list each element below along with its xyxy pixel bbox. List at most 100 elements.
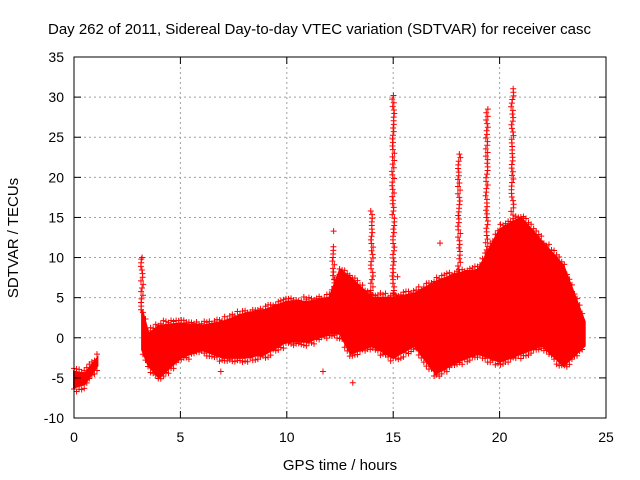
data-point [392,355,399,362]
data-point [311,340,318,347]
spike-point [456,197,463,204]
data-point [224,317,231,324]
data-point [466,265,473,272]
y-tick-label: 5 [56,290,64,306]
spike-point [483,207,490,214]
spike-point [509,107,516,114]
spike-point [389,103,396,110]
data-point [91,357,98,364]
y-tick-label: 15 [48,209,64,225]
data-point [277,297,284,304]
spike-point [484,243,491,250]
spike-point [390,99,397,106]
data-point [576,302,583,309]
spike-point [508,103,515,110]
data-point [165,370,172,377]
data-point [556,253,563,260]
data-point [354,351,361,358]
data-point [275,298,282,305]
data-point [561,261,568,268]
data-point [418,286,425,293]
data-point [326,332,333,339]
spike-point [456,151,463,158]
data-point [236,357,243,364]
data-point [451,361,458,368]
data-layer [71,85,586,395]
data-point [566,361,573,368]
data-point [574,352,581,359]
data-point [400,289,407,296]
spike-point [454,262,461,269]
spike-point [508,125,515,132]
data-point [415,352,422,359]
spike-point [370,244,377,251]
outlier-point [437,240,444,247]
data-point [505,359,512,366]
data-point [257,353,264,360]
spike-point [483,116,490,123]
data-point [400,353,407,360]
data-point [162,369,169,376]
data-point [563,271,570,278]
data-point [374,347,381,354]
x-tick-label: 25 [598,429,614,445]
data-point [298,298,305,305]
spike-point [484,218,491,225]
data-point [548,246,555,253]
data-point [579,346,586,353]
data-point [208,320,215,327]
data-point [305,294,312,301]
data-point [93,351,100,358]
spike-point [456,237,463,244]
data-point [395,292,402,299]
spike-point [484,171,491,178]
spike-point [137,277,144,284]
plot-frame [73,56,607,419]
spike-point [389,96,396,103]
data-point [492,361,499,368]
data-point [147,369,154,376]
spike-point [483,196,490,203]
data-point [170,365,177,372]
spike-point [138,266,145,273]
spike-point [367,236,374,243]
data-point [551,247,558,254]
data-point [285,295,292,302]
spike-point [391,215,398,222]
data-point [359,282,366,289]
data-point [328,333,335,340]
data-point [545,351,552,358]
spike-point [389,186,396,193]
spike-point [331,261,338,268]
data-point [522,352,529,359]
outlier-point [319,368,326,375]
data-point [423,363,430,370]
data-point [88,371,95,378]
data-point [216,358,223,365]
spike-point [389,251,396,258]
data-point [497,361,504,368]
spike-point [509,168,516,175]
spike-point [368,233,375,240]
spike-point [483,225,490,232]
data-point [270,346,277,353]
outlier-point [217,368,224,375]
spike-point [508,179,515,186]
data-point [428,365,435,372]
spike-point [329,265,336,272]
data-point [517,355,524,362]
spike-point [389,132,396,139]
x-tick-label: 5 [177,429,185,445]
outlier-point [394,273,401,280]
data-point [548,351,555,358]
spike-point [389,179,396,186]
data-point [443,368,450,375]
data-point [410,346,417,353]
data-point [341,344,348,351]
data-point [88,358,95,365]
data-point [142,316,149,323]
data-point [203,319,210,326]
chart-title: Day 262 of 2011, Sidereal Day-to-day VTE… [48,21,591,38]
spike-point [508,161,515,168]
